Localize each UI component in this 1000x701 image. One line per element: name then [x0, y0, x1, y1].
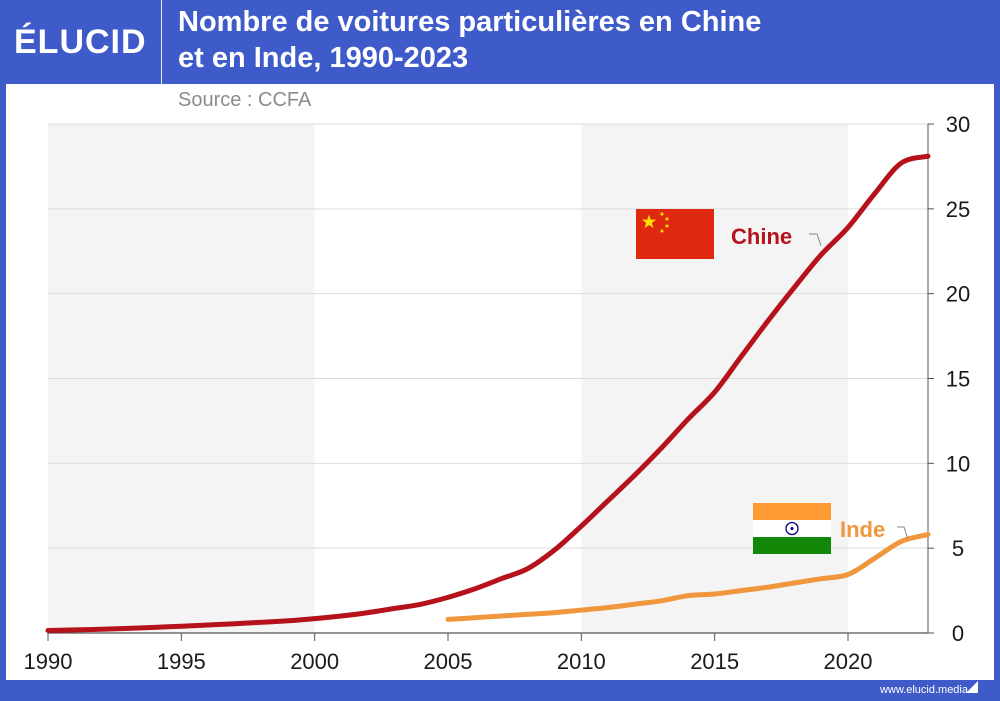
chart-source: Source : CCFA [178, 89, 312, 111]
brand-logo[interactable]: ÉLUCID [14, 23, 147, 61]
chart-title: Nombre de voitures particulières en Chin… [178, 4, 978, 76]
india-flag-chakra-hub [790, 527, 794, 530]
y-tick-label: 25 [946, 197, 970, 222]
india-flag-saffron [753, 503, 831, 520]
china-flag-big-star [641, 214, 657, 229]
series-label-china: Chine [731, 224, 792, 249]
x-tick-label: 1990 [24, 649, 73, 674]
leader-india [897, 526, 909, 540]
series-label-india: Inde [840, 517, 885, 542]
y-tick-label: 5 [952, 536, 964, 561]
india-flag-chakra [785, 521, 799, 536]
y-tick-label: 10 [946, 451, 970, 476]
footer-url[interactable]: www.elucid.media [879, 684, 968, 696]
china-flag-small-star [659, 211, 665, 217]
chart-panel: Source : CCFA 0 5 10 15 20 25 30 1990 1995 2000 20… [6, 84, 994, 680]
x-tick-label: 2005 [424, 649, 473, 674]
leader-china [809, 233, 822, 247]
y-tick-label: 0 [952, 621, 964, 646]
x-tick-label: 2010 [557, 649, 606, 674]
china-flag-small-star [664, 216, 670, 222]
footer-mark-icon [966, 681, 978, 693]
x-tick-label: 2000 [290, 649, 339, 674]
series-line-china [45, 153, 931, 633]
chart-title-line2: et en Inde, 1990-2023 [178, 42, 469, 74]
x-tick-label: 1995 [157, 649, 206, 674]
x-tick-label: 2015 [690, 649, 739, 674]
china-flag-small-star [659, 228, 665, 234]
china-flag-field [636, 209, 714, 259]
india-flag-green [753, 537, 831, 554]
india-flag-icon [753, 503, 831, 554]
logo-divider [161, 0, 162, 84]
y-tick-label: 15 [946, 367, 970, 392]
chart-title-line1: Nombre de voitures particulières en Chin… [178, 6, 762, 38]
china-flag-icon [636, 209, 714, 259]
x-tick-label: 2020 [824, 649, 873, 674]
header: ÉLUCID Nombre de voitures particulières … [0, 0, 1000, 84]
y-tick-label: 20 [946, 282, 970, 307]
line-chart: 0 5 10 15 20 25 30 1990 1995 2000 2005 2010 2015 2020… [24, 112, 971, 674]
series-line-india [445, 532, 931, 622]
china-flag-small-star [664, 223, 670, 229]
y-tick-label: 30 [946, 112, 970, 137]
